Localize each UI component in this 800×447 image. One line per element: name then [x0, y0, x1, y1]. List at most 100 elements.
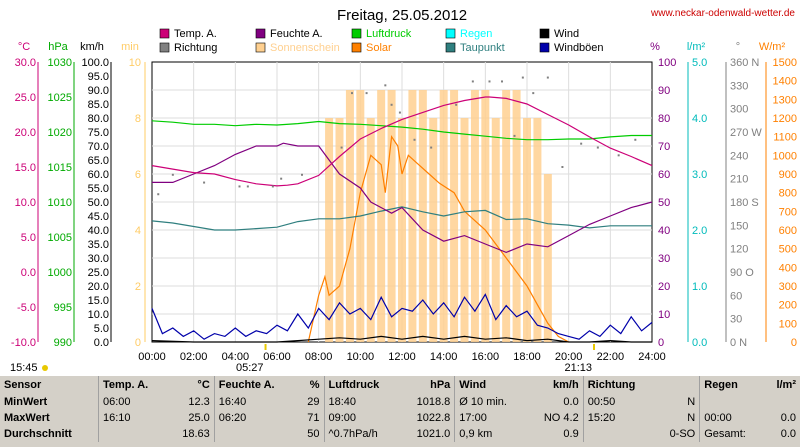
sunshine-bar [408, 90, 417, 342]
stats-wind-value: 0.9 [563, 428, 579, 440]
humidity-tick-label: 0 [658, 337, 664, 349]
stats-press-time: 09:00 [323, 410, 401, 426]
x-tick-label: 22:00 [597, 351, 625, 363]
direction-point [280, 177, 283, 180]
stats-rain-time: Gesamt: [699, 426, 765, 442]
x-tick-label: 04:00 [222, 351, 250, 363]
axis-header: hPa [48, 41, 68, 53]
legend-label: Windböen [554, 42, 604, 54]
direction-point [617, 154, 620, 157]
start-time-marker [42, 365, 48, 371]
wind-tick-label: 15.0 [88, 295, 109, 307]
stats-press-time: ^0.7hPa/h [323, 426, 401, 442]
direction-point [365, 92, 368, 95]
direction-point [430, 146, 433, 149]
stats-dir-value: N [687, 396, 696, 408]
sunshine-bar [512, 90, 521, 342]
direction-point [634, 138, 637, 141]
legend-label: Solar [366, 42, 392, 54]
direction-point [340, 146, 343, 149]
solar-tick-label: 400 [779, 262, 797, 274]
stats-header-rain-unit: l/m² [776, 379, 796, 391]
solar-tick-label: 1200 [773, 113, 797, 125]
stats-press-time: 18:40 [323, 394, 401, 410]
direction-tick-label: 120 [730, 244, 748, 256]
solar-tick-label: 800 [779, 188, 797, 200]
x-tick-label: 02:00 [180, 351, 208, 363]
temp-tick-label: 20.0 [15, 127, 36, 139]
pressure-tick-label: 1000 [48, 267, 72, 279]
axis-header: ° [736, 41, 740, 53]
stats-dir-value: 0-SO [669, 428, 696, 440]
direction-point [301, 173, 303, 176]
humidity-tick-label: 20 [658, 281, 670, 293]
start-time-label: 15:45 [10, 362, 38, 374]
sunset-label: 21:13 [564, 362, 592, 374]
temp-tick-label: 10.0 [15, 197, 36, 209]
direction-point [513, 134, 516, 137]
direction-point [546, 76, 549, 79]
stats-wind-value: NO 4.2 [543, 412, 579, 424]
legend-swatch [539, 42, 550, 53]
series-line-temp-a [151, 96, 653, 187]
legend-label: Wind [554, 28, 579, 40]
stats-header-press-unit: hPa [430, 379, 451, 391]
humidity-tick-label: 100 [658, 57, 676, 69]
direction-point [398, 111, 401, 114]
legend-label: Luftdruck [366, 28, 412, 40]
rain-tick-label: 3.0 [692, 169, 707, 181]
stats-rain-time: 00:00 [699, 410, 765, 426]
legend-swatch [539, 28, 550, 39]
wind-tick-label: 30.0 [88, 253, 109, 265]
stats-wind-value: 0.0 [563, 396, 579, 408]
weather-chart: Freitag, 25.05.2012 www.neckar-odenwald-w… [10, 7, 797, 374]
stats-header-rain: Regen [699, 376, 765, 394]
stats-header-wind: Wind [454, 376, 528, 394]
legend-swatch [255, 42, 266, 53]
pressure-tick-label: 1030 [48, 57, 72, 69]
pressure-tick-label: 1005 [48, 232, 72, 244]
legend-swatch [445, 28, 456, 39]
stats-row-label: MinWert [4, 396, 48, 408]
stats-header-hum: Feuchte A. [213, 376, 298, 394]
direction-point [238, 185, 241, 188]
sunshine-bar [345, 90, 354, 342]
legend-swatch [351, 42, 362, 53]
stats-press-value: 1021.0 [416, 428, 451, 440]
direction-point [488, 80, 491, 83]
direction-tick-label: 360 N [730, 57, 759, 69]
stats-header-temp: Temp. A. [97, 376, 168, 394]
series-line-solar [307, 134, 569, 343]
rain-tick-label: 1.0 [692, 281, 707, 293]
direction-point [351, 92, 353, 95]
axis-header: % [650, 41, 660, 53]
wind-tick-label: 35.0 [88, 239, 109, 251]
humidity-tick-label: 50 [658, 197, 670, 209]
wind-tick-label: 20.0 [88, 281, 109, 293]
legend-label: Taupunkt [460, 42, 505, 54]
stats-hum-time [213, 426, 298, 442]
stats-temp-value: 12.3 [188, 396, 210, 408]
wind-tick-label: 10.0 [88, 309, 109, 321]
sunshine-bar [491, 118, 500, 342]
x-tick-label: 00:00 [138, 351, 166, 363]
direction-point [171, 173, 174, 176]
sunshine-bar [533, 118, 542, 342]
axis-header: l/m² [687, 41, 706, 53]
stats-hum-value: 50 [307, 428, 320, 440]
legend-swatch [255, 28, 266, 39]
direction-point [561, 166, 564, 168]
rain-tick-label: 0.0 [692, 337, 707, 349]
stats-row-label: Durchschnitt [4, 428, 72, 440]
direction-tick-label: 240 [730, 150, 748, 162]
wind-tick-label: 0.0 [94, 337, 109, 349]
stats-temp-value: 25.0 [188, 412, 210, 424]
sunshine-tick-label: 6 [135, 169, 141, 181]
stats-hum-value: 29 [307, 396, 320, 408]
legend-swatch [159, 28, 170, 39]
temp-tick-label: 0.0 [21, 267, 36, 279]
legend-swatch [351, 28, 362, 39]
sunshine-bar [429, 118, 438, 342]
solar-tick-label: 700 [779, 206, 797, 218]
sunshine-tick-label: 8 [135, 113, 141, 125]
